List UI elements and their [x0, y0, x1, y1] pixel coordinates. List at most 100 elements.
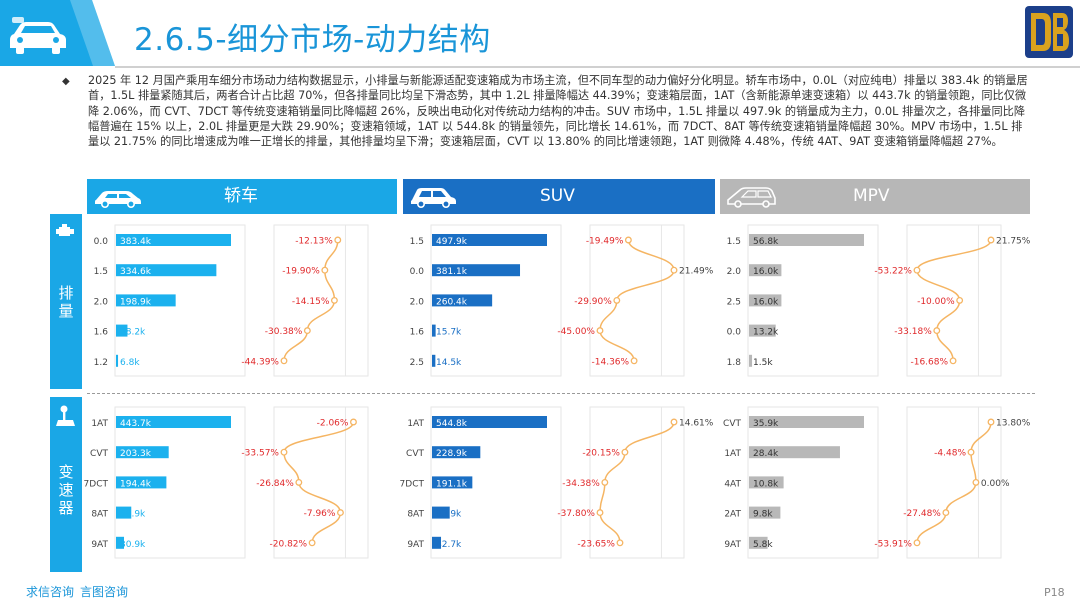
summary-paragraph: 2025 年 12 月国产乘用车细分市场动力结构数据显示，小排量与新能源适配变速…: [88, 74, 1028, 149]
bar-area-frame: [430, 406, 562, 559]
bar-value-label: 30.9k: [120, 540, 146, 550]
bar-value-label: 38.2k: [120, 328, 146, 338]
bar: [749, 536, 768, 549]
yoy-pct-label: -44.39%: [241, 357, 279, 367]
bar: [116, 354, 119, 367]
bar: [116, 264, 217, 277]
footer-link[interactable]: 求信咨询: [26, 585, 75, 599]
yoy-pct-label: 21.49%: [679, 267, 714, 277]
bar-value-label: 544.8k: [436, 419, 468, 429]
bar: [749, 476, 784, 489]
yoy-pct-label: 0.00%: [981, 479, 1010, 489]
yoy-pct-label: -26.84%: [256, 479, 294, 489]
yoy-point: [280, 448, 288, 456]
yoy-point: [987, 236, 995, 244]
bar: [432, 506, 450, 519]
yoy-line: [599, 239, 675, 361]
row-label-char: 器: [58, 499, 74, 517]
bar: [432, 234, 547, 246]
yoy-pct-label: 13.80%: [996, 419, 1031, 429]
page-title: 2.6.5-细分市场-动力结构: [134, 22, 491, 58]
category-label: 7DCT: [84, 479, 109, 489]
yoy-pct-label: -14.36%: [592, 357, 630, 367]
row-label-displacement: 排 量: [50, 214, 82, 389]
yoy-pct-label: -20.15%: [582, 449, 620, 459]
bar-area-frame: [747, 224, 879, 377]
bar: [749, 264, 782, 277]
bar-area-frame: [114, 406, 246, 559]
bar: [116, 324, 128, 337]
category-label: 1AT: [91, 419, 108, 429]
page-number: P18: [1044, 586, 1065, 599]
bar-value-label: 28.4k: [753, 449, 779, 459]
yoy-point: [616, 539, 624, 547]
yoy-point: [321, 266, 329, 274]
section-divider: [87, 393, 1035, 394]
bar-value-label: 56.8k: [753, 237, 779, 247]
row-label-transmission: 变 速 器: [50, 397, 82, 572]
yoy-point: [630, 357, 638, 365]
bar-value-label: 1.5k: [753, 358, 773, 368]
column-label-suv: SUV: [540, 186, 575, 206]
footer-link[interactable]: 言图咨询: [80, 585, 129, 599]
header-divider: [115, 66, 1080, 68]
bar-value-label: 383.4k: [120, 237, 152, 247]
row-label-char: 排: [58, 284, 74, 302]
yoy-pct-label: -34.38%: [562, 479, 600, 489]
category-label: 1.2: [94, 358, 108, 368]
column-header-sedan: 轿车: [87, 179, 397, 214]
bar-value-label: 191.1k: [436, 479, 468, 489]
line-area-frame: [589, 406, 685, 559]
category-label: 9AT: [91, 540, 108, 550]
yoy-point: [621, 448, 629, 456]
bar: [432, 446, 481, 459]
bar: [432, 536, 442, 549]
category-label: 1.5: [410, 237, 424, 247]
engine-icon: [56, 224, 74, 236]
yoy-pct-label: -53.22%: [874, 267, 912, 277]
category-label: 2.0: [410, 297, 425, 307]
yoy-point: [334, 236, 342, 244]
yoy-point: [913, 539, 921, 547]
category-label: CVT: [90, 449, 108, 459]
yoy-pct-label: -33.18%: [894, 327, 932, 337]
category-label: 2.5: [410, 358, 424, 368]
row-label-char: 速: [58, 481, 74, 499]
gear-shift-icon: [56, 405, 75, 426]
mpv-icon: [727, 187, 776, 208]
yoy-point: [303, 327, 311, 335]
sedan-icon: [95, 191, 141, 208]
bar-value-label: 35.9k: [753, 419, 779, 429]
yoy-pct-label: -19.49%: [586, 237, 624, 247]
bar: [116, 234, 231, 246]
yoy-pct-label: -23.65%: [577, 539, 615, 549]
bar-value-label: 16.0k: [753, 297, 779, 307]
bar-value-label: 5.8k: [753, 540, 773, 550]
yoy-point: [596, 509, 604, 517]
line-area-frame: [906, 406, 1002, 559]
yoy-pct-label: -7.96%: [304, 509, 336, 519]
bar-value-label: 198.9k: [120, 297, 152, 307]
bullet-diamond-icon: ◆: [62, 76, 70, 87]
category-label: 0.0: [94, 237, 109, 247]
yoy-pct-label: 21.75%: [996, 237, 1031, 247]
category-label: CVT: [723, 419, 741, 429]
line-area-frame: [589, 224, 685, 377]
category-label: 2.5: [727, 297, 741, 307]
bar-area-frame: [114, 224, 246, 377]
bar-value-label: 15.7k: [436, 328, 462, 338]
header-banner: [0, 0, 115, 66]
suv-icon: [411, 188, 456, 208]
bar: [749, 354, 753, 367]
yoy-point: [308, 539, 316, 547]
yoy-point: [601, 478, 609, 486]
category-label: 4AT: [724, 479, 741, 489]
bar-value-label: 6.8k: [120, 358, 140, 368]
category-label: 2AT: [724, 510, 741, 520]
car-icon: [10, 17, 66, 54]
category-label: 1.8: [727, 358, 742, 368]
brand-logo: [1025, 6, 1073, 58]
bar: [116, 416, 231, 428]
yoy-point: [670, 266, 678, 274]
bar-value-label: 228.9k: [436, 449, 468, 459]
